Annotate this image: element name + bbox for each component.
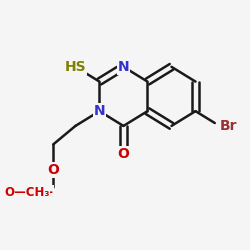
- Text: HS: HS: [64, 60, 86, 74]
- Text: Br: Br: [220, 119, 237, 133]
- Text: O—: O—: [30, 186, 53, 199]
- Text: N: N: [94, 104, 105, 118]
- Text: N: N: [118, 60, 129, 74]
- Text: O: O: [118, 147, 130, 161]
- Text: O—CH₃: O—CH₃: [4, 186, 50, 199]
- Text: O: O: [47, 163, 59, 177]
